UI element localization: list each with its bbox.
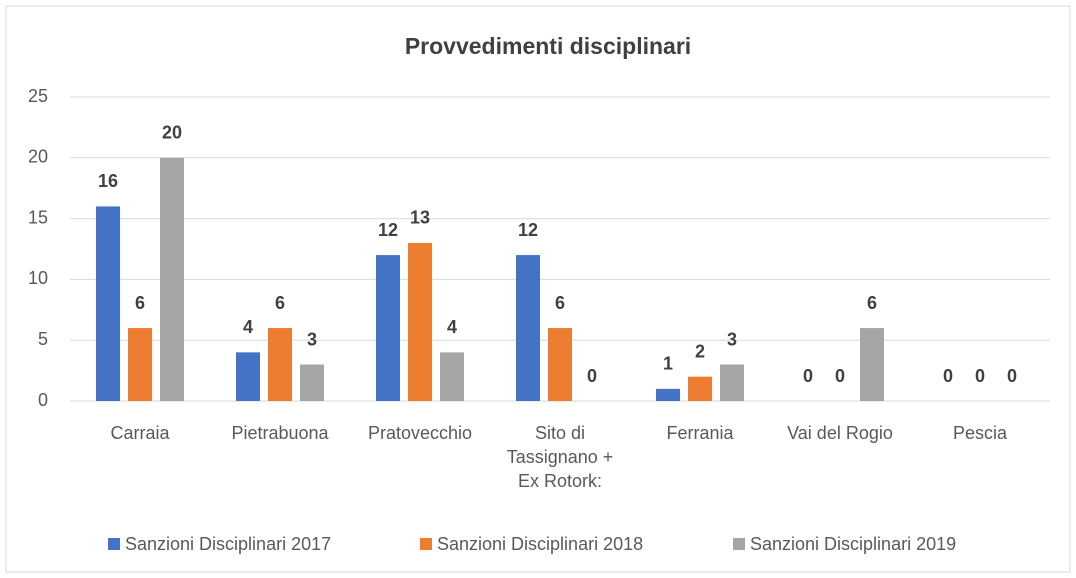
bar [376, 255, 400, 401]
data-label: 0 [587, 366, 597, 386]
legend-swatch [733, 538, 745, 550]
data-label: 12 [378, 220, 398, 240]
data-label: 0 [835, 366, 845, 386]
data-label: 0 [943, 366, 953, 386]
bar [160, 157, 184, 401]
bar [128, 328, 152, 401]
chart-title: Provvedimenti disciplinari [405, 33, 691, 59]
bar [236, 352, 260, 401]
y-tick-label: 0 [38, 390, 48, 410]
data-label: 16 [98, 171, 118, 191]
data-label: 6 [867, 293, 877, 313]
x-tick-label: Pescia [952, 423, 1008, 443]
data-label: 0 [803, 366, 813, 386]
bar [408, 242, 432, 401]
data-label: 1 [663, 354, 673, 374]
bar [860, 328, 884, 401]
bar [688, 376, 712, 401]
data-label: 6 [135, 293, 145, 313]
bar [656, 388, 680, 401]
x-tick-label: Vai del Rogio [787, 423, 893, 443]
data-label: 4 [243, 317, 253, 337]
data-label: 20 [162, 123, 182, 143]
data-label: 6 [275, 293, 285, 313]
y-tick-label: 20 [28, 147, 48, 167]
x-tick-label: Ferrania [666, 423, 734, 443]
bar [516, 255, 540, 401]
y-tick-label: 10 [28, 268, 48, 288]
x-tick-label: Sito di Tassignano + Ex Rotork: [506, 423, 614, 491]
legend-swatch [108, 538, 120, 550]
bar [440, 352, 464, 401]
legend-label: Sanzioni Disciplinari 2019 [750, 534, 956, 554]
data-label: 3 [307, 329, 317, 349]
data-label: 3 [727, 329, 737, 349]
data-label: 13 [410, 208, 430, 228]
legend-label: Sanzioni Disciplinari 2018 [437, 534, 643, 554]
bar [96, 206, 120, 401]
legend-swatch [420, 538, 432, 550]
data-label: 4 [447, 317, 457, 337]
data-label: 6 [555, 293, 565, 313]
y-tick-label: 25 [28, 86, 48, 106]
bar [548, 328, 572, 401]
bar [300, 364, 324, 401]
bar [268, 328, 292, 401]
y-tick-label: 15 [28, 207, 48, 227]
x-tick-label: Pietrabuona [231, 423, 329, 443]
legend-label: Sanzioni Disciplinari 2017 [125, 534, 331, 554]
data-label: 12 [518, 220, 538, 240]
bar [720, 364, 744, 401]
x-tick-label: Pratovecchio [367, 423, 473, 443]
x-tick-label: Carraia [110, 423, 170, 443]
data-label: 2 [695, 341, 705, 361]
data-label: 0 [1007, 366, 1017, 386]
data-label: 0 [975, 366, 985, 386]
y-tick-label: 5 [38, 329, 48, 349]
